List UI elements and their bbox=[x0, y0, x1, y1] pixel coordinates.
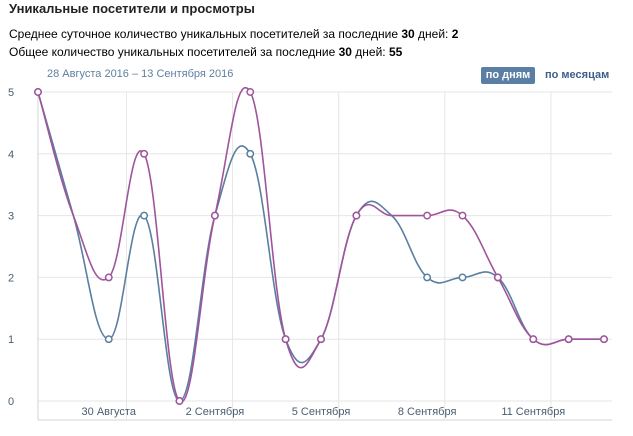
views-data-point bbox=[423, 211, 432, 220]
views-data-point bbox=[458, 211, 467, 220]
stat-value: 2 bbox=[451, 27, 459, 41]
views-data-point bbox=[352, 211, 361, 220]
views-data-point bbox=[529, 335, 538, 344]
y-tick-label: 1 bbox=[8, 334, 14, 346]
page-title: Уникальные посетители и просмотры bbox=[9, 1, 255, 16]
x-tick-label: 2 Сентября bbox=[186, 406, 245, 418]
views-data-point bbox=[317, 335, 325, 344]
x-tick-label: 30 Августа bbox=[82, 406, 137, 418]
by-days-button[interactable]: по дням bbox=[481, 67, 535, 84]
unique-data-point bbox=[140, 211, 149, 220]
views-data-point bbox=[600, 335, 608, 344]
chart-lines bbox=[37, 87, 604, 403]
stat-mid: дней: bbox=[414, 27, 452, 41]
views-data-point bbox=[493, 273, 502, 282]
y-tick-label: 5 bbox=[8, 87, 14, 99]
views-data-point bbox=[34, 88, 42, 96]
stat-text: Общее количество уникальных посетителей … bbox=[9, 45, 339, 59]
views-series-line bbox=[37, 87, 604, 403]
stat-days: 30 bbox=[338, 45, 352, 59]
stat-value: 55 bbox=[388, 45, 403, 59]
y-tick-label: 2 bbox=[8, 272, 14, 284]
views-data-point bbox=[246, 88, 255, 96]
by-months-button[interactable]: по месяцам bbox=[545, 69, 610, 81]
unique-series-line bbox=[37, 91, 604, 402]
chart-points bbox=[34, 88, 608, 405]
unique-data-point bbox=[458, 273, 467, 282]
views-data-point bbox=[140, 149, 149, 158]
y-tick-label: 3 bbox=[8, 211, 14, 223]
views-data-point bbox=[104, 273, 113, 282]
date-range: 28 Августа 2016 – 13 Сентября 2016 bbox=[47, 68, 234, 80]
avg-daily-visitors-stat: Среднее суточное количество уникальных п… bbox=[9, 27, 458, 41]
unique-data-point bbox=[104, 335, 113, 344]
y-axis-ticks: 0 1 2 3 4 5 bbox=[8, 87, 14, 408]
x-tick-label: 5 Сентября bbox=[292, 406, 351, 418]
chart-grid bbox=[37, 91, 612, 421]
y-tick-label: 4 bbox=[8, 149, 14, 161]
views-data-point bbox=[175, 397, 184, 405]
x-axis-ticks: 30 Августа 2 Сентября 5 Сентября 8 Сентября… bbox=[82, 406, 566, 418]
total-visitors-stat: Общее количество уникальных посетителей … bbox=[9, 45, 402, 59]
unique-data-point bbox=[246, 149, 255, 158]
unique-data-point bbox=[423, 273, 432, 282]
stat-mid: дней: bbox=[351, 45, 389, 59]
x-tick-label: 8 Сентября bbox=[398, 406, 457, 418]
views-data-point bbox=[210, 211, 219, 220]
views-data-point bbox=[281, 335, 290, 344]
stat-text: Среднее суточное количество уникальных п… bbox=[9, 27, 402, 41]
x-tick-label: 11 Сентября bbox=[501, 406, 565, 418]
y-tick-label: 0 bbox=[8, 396, 14, 408]
views-data-point bbox=[564, 335, 573, 344]
stat-days: 30 bbox=[401, 27, 415, 41]
